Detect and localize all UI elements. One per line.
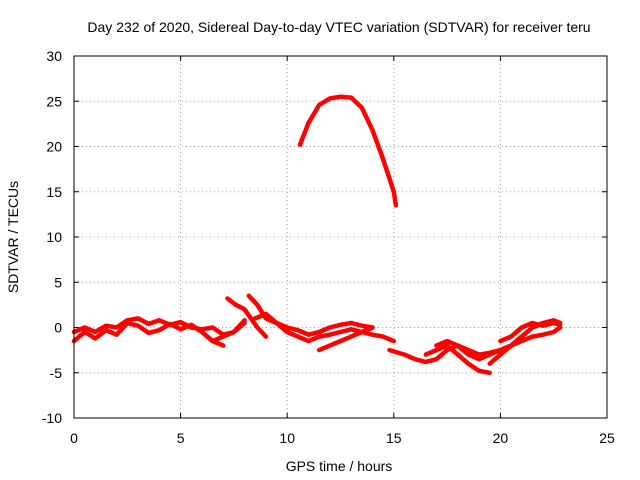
chart-title: Day 232 of 2020, Sidereal Day-to-day VTE…: [87, 19, 590, 35]
series-line-arc-11: [434, 318, 563, 362]
x-tick-label: 5: [177, 430, 185, 446]
series-line-arc-2: [71, 316, 247, 337]
y-tick-label: 15: [46, 184, 62, 200]
grid: [74, 56, 607, 418]
y-tick-label: -10: [42, 410, 62, 426]
series-group: [71, 94, 563, 376]
series-line-arc-7: [316, 325, 375, 353]
y-tick-label: 20: [46, 139, 62, 155]
y-tick-label: 25: [46, 93, 62, 109]
series-line-arc-4: [225, 296, 269, 339]
series-line-arc-6: [252, 311, 375, 337]
y-tick-label: 0: [54, 320, 62, 336]
x-tick-label: 20: [493, 430, 509, 446]
series-line-arc-12: [487, 325, 563, 366]
y-axis-label: SDTVAR / TECUs: [5, 181, 21, 293]
y-tick-label: 10: [46, 229, 62, 245]
ticks: 0 5 10 15 20 25 -10 -5 0 5 10 15 20 25 30: [42, 48, 615, 446]
x-tick-label: 15: [386, 430, 402, 446]
plot-frame: [73, 55, 608, 419]
series-line-arc-3: [210, 318, 247, 344]
series-line-arc-13: [498, 320, 563, 344]
series-line-arc-10: [423, 343, 492, 376]
y-tick-label: 30: [46, 48, 62, 64]
series-line-arc-5: [246, 293, 397, 344]
x-tick-label: 0: [70, 430, 78, 446]
x-tick-label: 25: [599, 430, 615, 446]
y-tick-label: 5: [54, 274, 62, 290]
series-line-arc-1: [71, 320, 226, 348]
x-axis-label: GPS time / hours: [286, 458, 393, 474]
x-tick-label: 10: [279, 430, 295, 446]
y-tick-label: -5: [50, 365, 63, 381]
series-line-arc-8: [297, 94, 399, 208]
